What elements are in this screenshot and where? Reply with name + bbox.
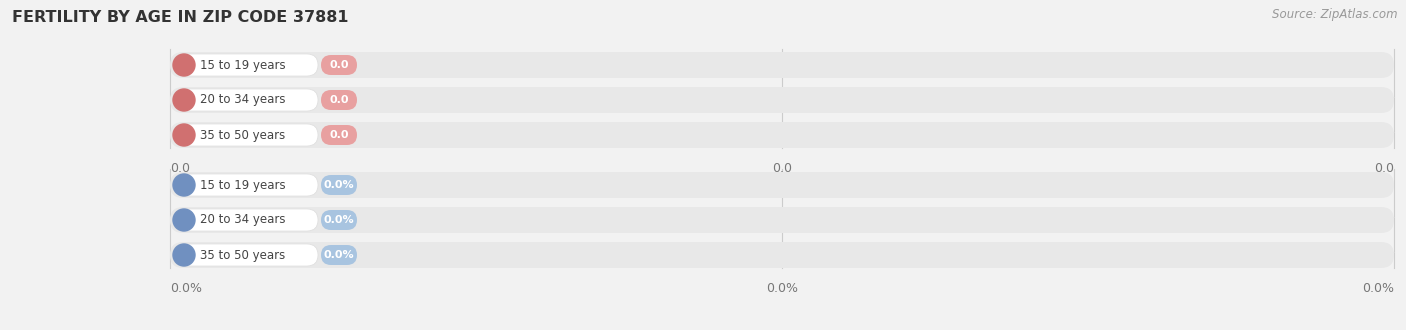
FancyBboxPatch shape [173, 124, 318, 146]
FancyBboxPatch shape [321, 55, 357, 75]
FancyBboxPatch shape [170, 207, 1393, 233]
FancyBboxPatch shape [173, 209, 318, 231]
FancyBboxPatch shape [170, 52, 1393, 78]
Text: 0.0: 0.0 [170, 162, 190, 175]
Text: Source: ZipAtlas.com: Source: ZipAtlas.com [1272, 8, 1398, 21]
Text: 35 to 50 years: 35 to 50 years [200, 248, 285, 261]
Text: 0.0%: 0.0% [323, 180, 354, 190]
FancyBboxPatch shape [321, 90, 357, 110]
Circle shape [173, 89, 195, 111]
FancyBboxPatch shape [321, 245, 357, 265]
Text: 0.0: 0.0 [772, 162, 792, 175]
FancyBboxPatch shape [173, 244, 318, 266]
Circle shape [173, 209, 195, 231]
FancyBboxPatch shape [173, 174, 318, 196]
Text: 0.0%: 0.0% [170, 282, 202, 295]
FancyBboxPatch shape [170, 122, 1393, 148]
Circle shape [173, 124, 195, 146]
Circle shape [173, 244, 195, 266]
Text: 20 to 34 years: 20 to 34 years [200, 93, 285, 107]
Text: 0.0: 0.0 [329, 130, 349, 140]
FancyBboxPatch shape [170, 242, 1393, 268]
FancyBboxPatch shape [173, 89, 318, 111]
Text: 20 to 34 years: 20 to 34 years [200, 214, 285, 226]
Text: 0.0%: 0.0% [1362, 282, 1393, 295]
Circle shape [173, 54, 195, 76]
Text: 15 to 19 years: 15 to 19 years [200, 179, 285, 191]
FancyBboxPatch shape [321, 125, 357, 145]
Text: 0.0%: 0.0% [323, 250, 354, 260]
Circle shape [173, 174, 195, 196]
Text: 0.0: 0.0 [329, 60, 349, 70]
Text: 15 to 19 years: 15 to 19 years [200, 58, 285, 72]
FancyBboxPatch shape [170, 172, 1393, 198]
FancyBboxPatch shape [321, 175, 357, 195]
Text: 0.0%: 0.0% [766, 282, 799, 295]
Text: 0.0: 0.0 [329, 95, 349, 105]
Text: FERTILITY BY AGE IN ZIP CODE 37881: FERTILITY BY AGE IN ZIP CODE 37881 [13, 10, 349, 25]
Text: 0.0%: 0.0% [323, 215, 354, 225]
FancyBboxPatch shape [321, 210, 357, 230]
FancyBboxPatch shape [170, 87, 1393, 113]
Text: 0.0: 0.0 [1374, 162, 1393, 175]
Text: 35 to 50 years: 35 to 50 years [200, 128, 285, 142]
FancyBboxPatch shape [173, 54, 318, 76]
